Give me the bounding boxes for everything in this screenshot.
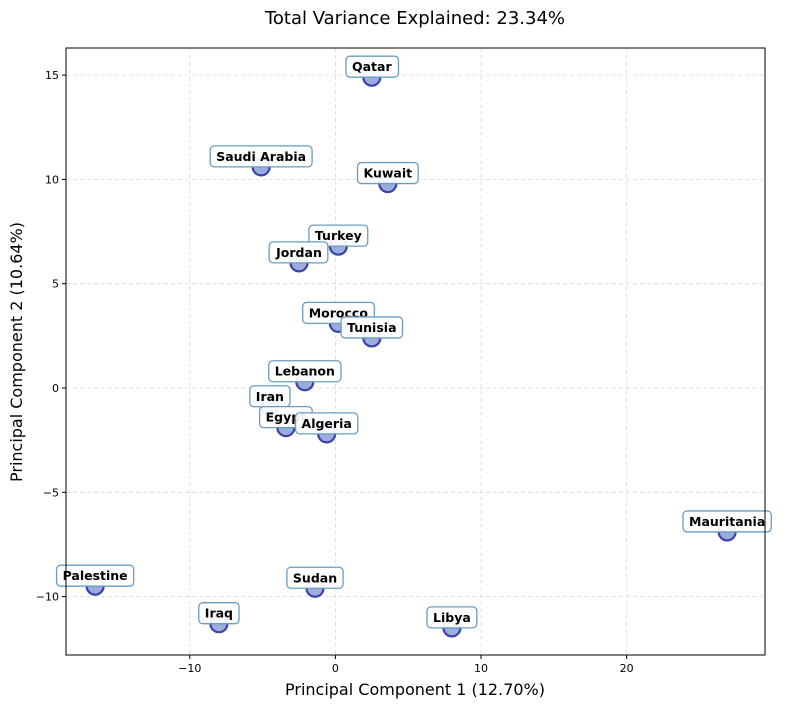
point-label-box: [268, 360, 342, 383]
plot-area: [65, 47, 766, 656]
data-points: [85, 67, 737, 638]
point-label-text: Turkey: [315, 228, 362, 243]
y-tick-label: −5: [43, 486, 59, 499]
y-tick-label: 5: [52, 278, 59, 291]
point-label: Algeria: [294, 412, 359, 435]
point-label-text: Palestine: [63, 568, 128, 583]
point-label-text: Mauritania: [689, 514, 765, 529]
point-label: Jordan: [268, 241, 329, 264]
point-label-box: [340, 316, 404, 339]
point-label: Palestine: [55, 564, 135, 587]
point-label: Libya: [426, 606, 478, 629]
y-axis-title: Principal Component 2 (10.64%): [7, 222, 26, 482]
point-label-text: Tunisia: [347, 320, 396, 335]
point-label: Iran: [249, 385, 291, 408]
point-label-box: [682, 510, 772, 533]
point-label: Kuwait: [356, 161, 419, 185]
y-tick-label: 15: [45, 69, 59, 82]
x-axis-title: Principal Component 1 (12.70%): [285, 680, 545, 699]
y-tick-label: 10: [45, 173, 59, 186]
axis-ticks: −10 0 10 20 −10 −5 0 5 10 15: [36, 69, 634, 675]
point-label: Qatar: [345, 55, 400, 78]
y-tick-label: −10: [36, 591, 59, 604]
point-label-box: [55, 564, 135, 587]
point-label: Sudan: [286, 566, 344, 589]
point-label-box: [198, 602, 240, 625]
point-label-text: Sudan: [293, 570, 337, 585]
point-label: Mauritania: [682, 510, 772, 533]
point-label: Turkey: [308, 224, 369, 247]
point-label-text: Iran: [256, 389, 284, 404]
point-label-text: Saudi Arabia: [216, 149, 306, 164]
point-label-box: [209, 145, 313, 168]
x-tick-label: 0: [332, 662, 339, 675]
point-label-text: Algeria: [302, 416, 352, 431]
point-label-text: Iraq: [205, 606, 233, 621]
chart-title: Total Variance Explained: 23.34%: [264, 8, 565, 29]
point-label: Tunisia: [340, 316, 404, 339]
point-label-text: Lebanon: [275, 364, 335, 379]
point-label-text: Jordan: [275, 245, 322, 260]
grid: [66, 48, 765, 655]
point-label: Lebanon: [268, 360, 342, 383]
point-label-box: [294, 412, 359, 435]
point-label-text: Kuwait: [364, 166, 413, 181]
x-tick-label: −10: [178, 662, 201, 675]
point-label-box: [345, 55, 400, 78]
point-label-box: [356, 161, 419, 185]
point-label-box: [286, 566, 344, 589]
x-tick-label: 20: [620, 662, 634, 675]
x-tick-label: 10: [474, 662, 488, 675]
point-label-text: Qatar: [352, 59, 392, 74]
point-label-box: [426, 606, 478, 629]
point-label-box: [308, 224, 369, 247]
point-label: Iraq: [198, 602, 240, 625]
point-label-box: [268, 241, 329, 264]
y-tick-label: 0: [52, 382, 59, 395]
point-label-text: Libya: [433, 610, 471, 625]
point-label: Saudi Arabia: [209, 145, 313, 168]
